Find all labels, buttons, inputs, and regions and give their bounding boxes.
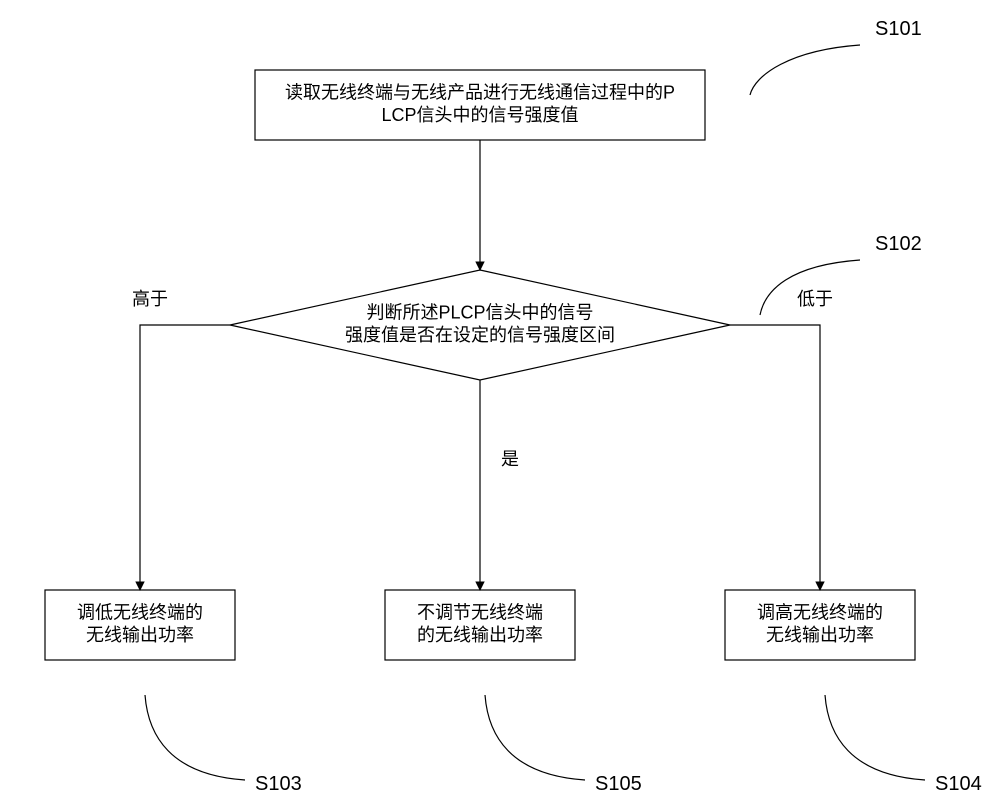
node-n4-line1: 的无线输出功率	[417, 625, 543, 645]
step-label-text-s103: S103	[255, 773, 302, 795]
node-n1-line1: LCP信头中的信号强度值	[381, 105, 578, 125]
node-n2-line0: 判断所述PLCP信头中的信号	[366, 303, 593, 323]
node-n2-line1: 强度值是否在设定的信号强度区间	[345, 325, 615, 345]
node-n5-line0: 调高无线终端的	[757, 603, 883, 623]
edge-label-1: 高于	[132, 289, 168, 309]
step-label-text-s101: S101	[875, 18, 922, 40]
node-n3-line0: 调低无线终端的	[77, 603, 203, 623]
step-label-text-s104: S104	[935, 773, 982, 795]
edge-label-2: 是	[501, 449, 519, 469]
node-n5-line1: 无线输出功率	[766, 625, 874, 645]
node-n1-line0: 读取无线终端与无线产品进行无线通信过程中的P	[285, 83, 675, 103]
node-n3-line1: 无线输出功率	[86, 625, 194, 645]
step-label-text-s102: S102	[875, 233, 922, 255]
edge-label-3: 低于	[797, 289, 833, 309]
step-label-text-s105: S105	[595, 773, 642, 795]
node-n4-line0: 不调节无线终端	[417, 603, 543, 623]
